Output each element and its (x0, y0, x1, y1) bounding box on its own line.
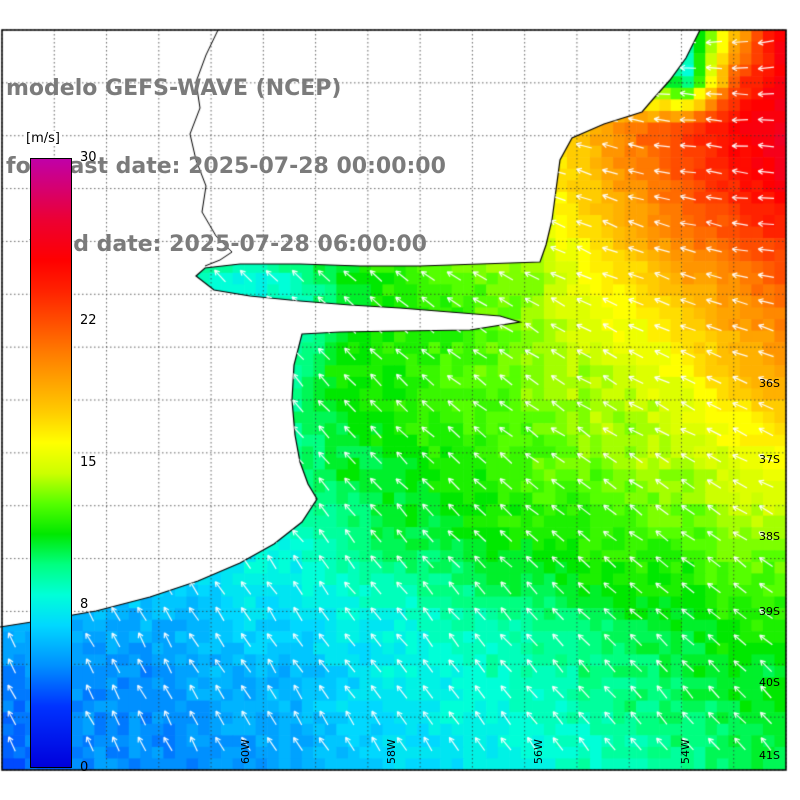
lat-tick-label: 38S (759, 530, 780, 543)
colorbar-tick-label: 8 (80, 597, 89, 613)
colorbar-tick-label: 30 (80, 150, 97, 165)
lon-tick-label: 58W (385, 739, 398, 764)
colorbar-tick-label: 22 (80, 312, 97, 328)
model-title: modelo GEFS-WAVE (NCEP) (6, 76, 342, 101)
lat-tick-label: 39S (759, 605, 780, 618)
lon-tick-label: 54W (679, 739, 692, 764)
colorbar-unit-label: [m/s] (24, 131, 62, 146)
lat-tick-label: 37S (759, 453, 780, 466)
lon-tick-label: 56W (532, 739, 545, 764)
colorbar-tick-label: 15 (80, 455, 97, 470)
lat-tick-label: 41S (759, 749, 780, 762)
lat-tick-label: 40S (759, 676, 780, 689)
lat-tick-label: 36S (759, 377, 780, 390)
lon-tick-label: 60W (239, 739, 252, 764)
colorbar-tick-label: 0 (80, 760, 89, 775)
colorbar (30, 158, 72, 768)
